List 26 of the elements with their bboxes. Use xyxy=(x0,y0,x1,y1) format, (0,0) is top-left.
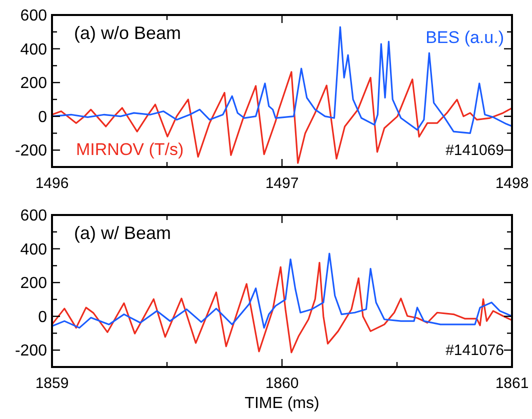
line-series xyxy=(51,262,512,354)
x-tick-label: 1498 xyxy=(495,175,529,192)
y-tick-label: -200 xyxy=(14,342,48,360)
line-series xyxy=(51,252,512,329)
y-tick-label: 200 xyxy=(20,275,48,292)
y-tick-label: 200 xyxy=(20,75,48,92)
line-series xyxy=(51,71,513,164)
y-tick-label: 600 xyxy=(20,208,48,225)
y-tick-label: 600 xyxy=(20,8,48,25)
y-tick-label: 0 xyxy=(38,308,48,326)
x-tick-label: 1496 xyxy=(35,175,69,192)
x-tick-label: 1859 xyxy=(35,375,69,392)
x-tick-label: 1860 xyxy=(265,375,299,392)
annotation: #141076 xyxy=(446,342,504,359)
y-tick-label: 400 xyxy=(20,241,48,258)
y-tick-label: 0 xyxy=(38,108,48,126)
x-tick-label: 1497 xyxy=(265,175,299,192)
series-label: MIRNOV (T/s) xyxy=(76,140,184,159)
annotation: #141069 xyxy=(446,142,504,159)
annotation: (a) w/ Beam xyxy=(74,223,172,243)
x-axis-title: TIME (ms) xyxy=(244,395,320,412)
series-label: BES (a.u.) xyxy=(426,28,504,47)
y-tick-label: -200 xyxy=(14,142,48,160)
y-tick-label: 400 xyxy=(20,41,48,58)
annotation: (a) w/o Beam xyxy=(74,23,182,43)
x-tick-label: 1861 xyxy=(495,375,529,392)
